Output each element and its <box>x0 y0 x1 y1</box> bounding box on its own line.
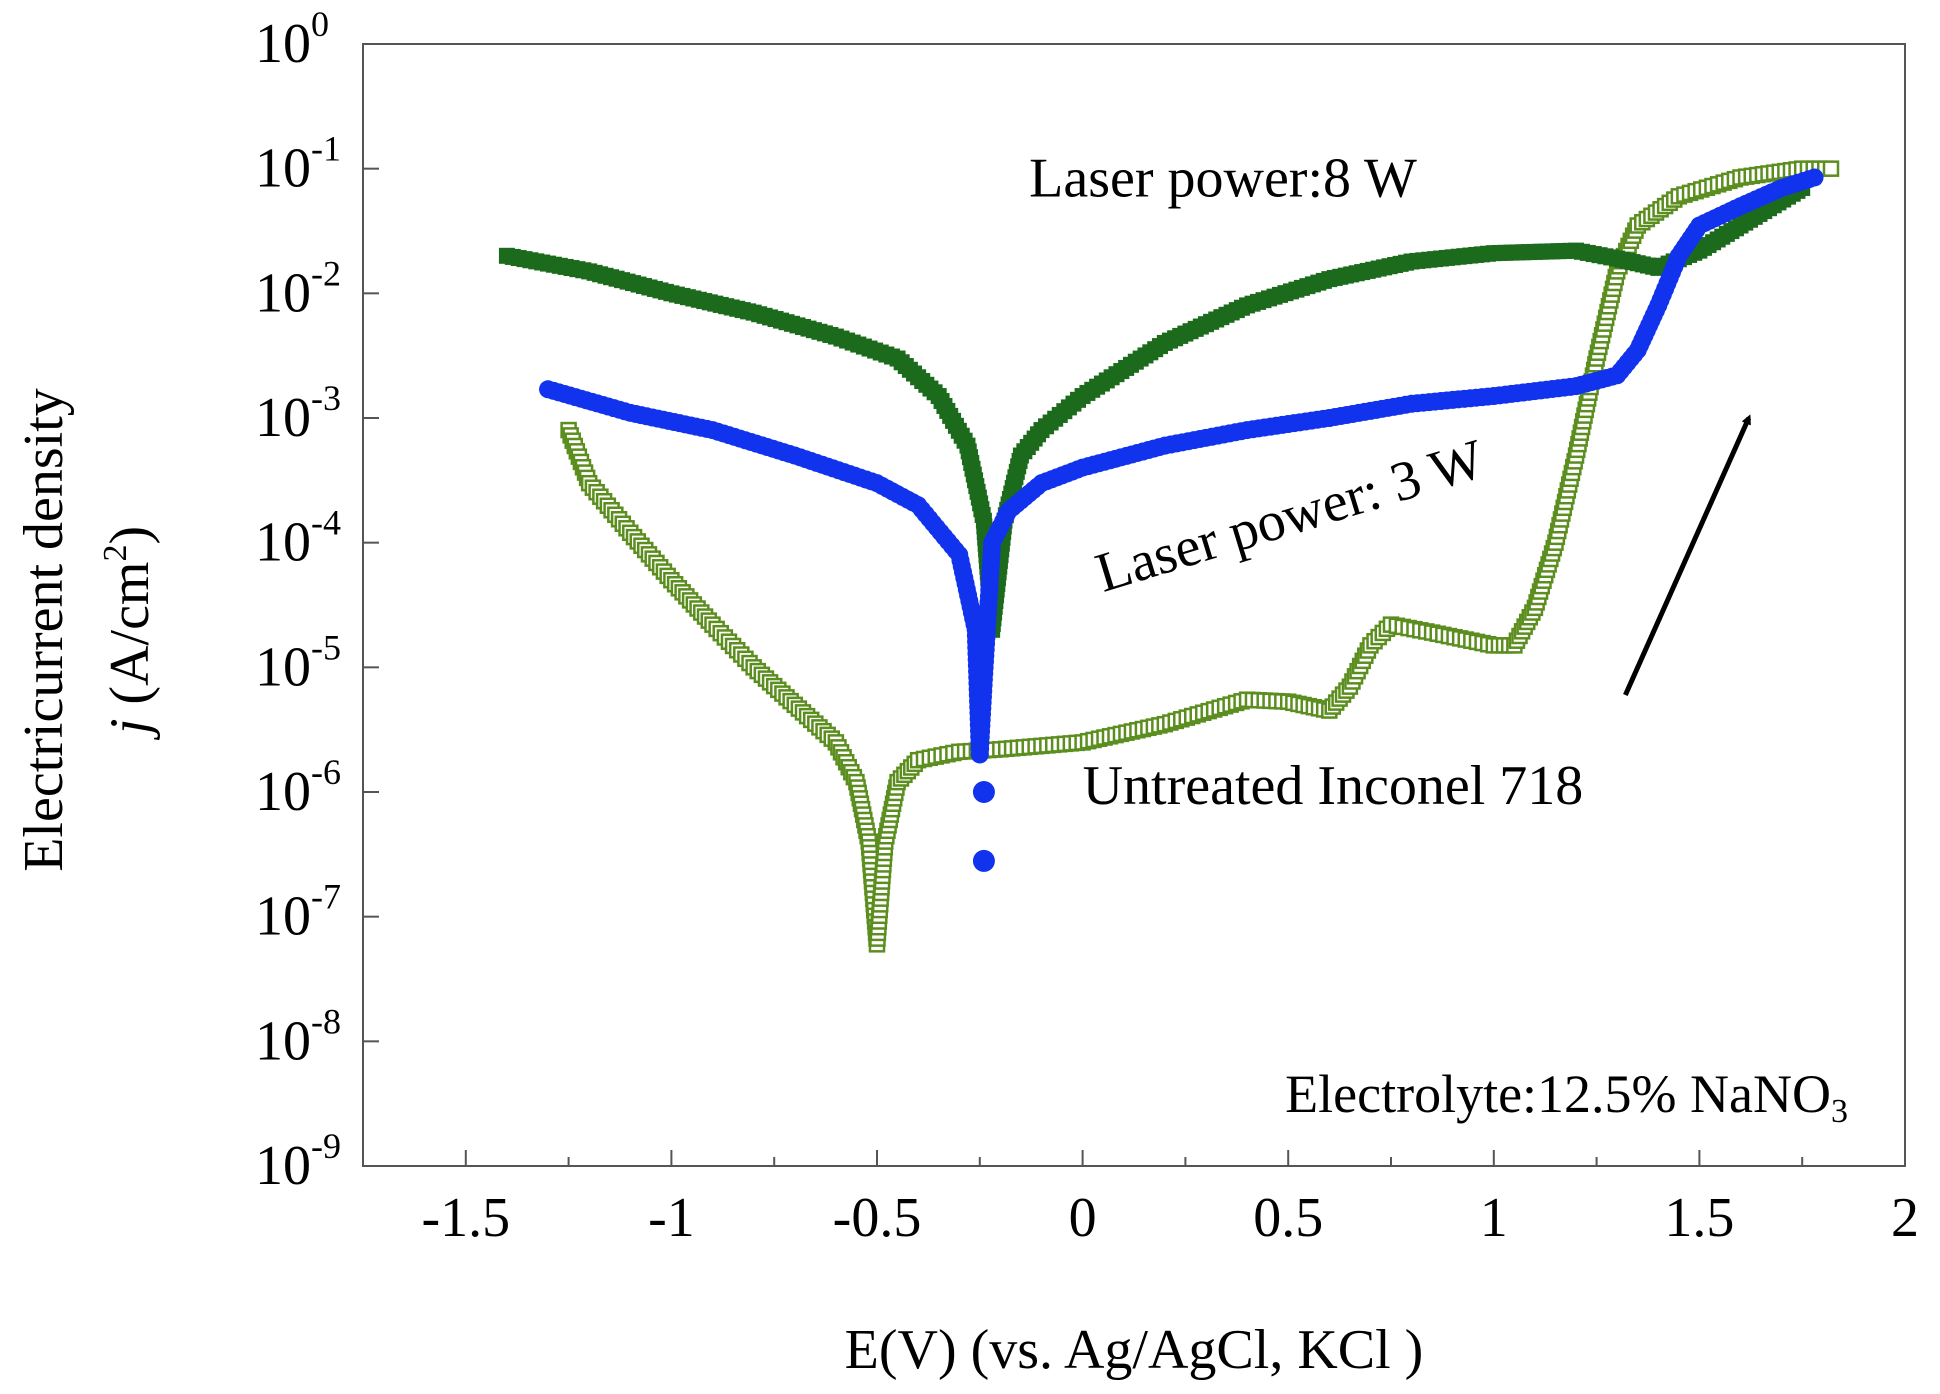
annotation-ann-untreated: Untreated Inconel 718 <box>1083 755 1584 817</box>
y-tick-base: 10 <box>255 13 311 75</box>
y-tick-label: 10-2 <box>255 253 341 324</box>
y-axis-label: Electricurrent density <box>13 388 75 872</box>
data-point <box>1822 160 1840 177</box>
data-point <box>1805 168 1824 187</box>
y-tick-exponent: -7 <box>311 877 341 917</box>
x-tick-label: 0.5 <box>1253 1187 1323 1249</box>
y-tick-exponent: -1 <box>311 129 341 169</box>
y-tick-exponent: -2 <box>311 253 341 293</box>
y-tick-label: 100 <box>255 4 329 75</box>
y-tick-label: 10-9 <box>255 1126 341 1197</box>
y-tick-label: 10-8 <box>255 1001 341 1072</box>
outlier-point <box>972 781 995 803</box>
y-axis-unit-close: ) <box>99 526 161 545</box>
y-axis-unit-text: (A/cm <box>99 562 161 719</box>
plot-frame <box>362 43 1906 1167</box>
y-tick-base: 10 <box>255 138 311 200</box>
y-axis-unit-exponent: 2 <box>97 545 134 562</box>
x-tick-label: 1 <box>1480 1187 1508 1249</box>
x-tick-label: -0.5 <box>833 1187 922 1249</box>
y-tick-label: 10-5 <box>255 627 341 698</box>
y-tick-base: 10 <box>255 1135 311 1197</box>
y-axis-unit-symbol: j <box>99 719 161 741</box>
x-tick-label: -1 <box>648 1187 695 1249</box>
y-tick-base: 10 <box>255 512 311 574</box>
y-tick-label: 10-1 <box>255 129 341 200</box>
x-tick-label: 2 <box>1891 1187 1919 1249</box>
y-tick-exponent: -5 <box>311 627 341 667</box>
x-tick-label: 0 <box>1069 1187 1097 1249</box>
y-tick-label: 10-6 <box>255 752 341 823</box>
y-tick-label: 10-4 <box>255 503 341 574</box>
y-tick-exponent: -8 <box>311 1001 341 1041</box>
trend-arrow <box>1623 414 1752 697</box>
x-tick-label: -1.5 <box>421 1187 510 1249</box>
y-tick-base: 10 <box>255 636 311 698</box>
x-axis-ticks: -1.5 -1 -0.5 0 0.5 1 1.5 2 <box>421 1150 1919 1249</box>
y-tick-exponent: -4 <box>311 503 341 543</box>
series-layer <box>498 160 1840 953</box>
electrolyte-label: Electrolyte:12.5% NaNO3 <box>1285 1064 1848 1130</box>
y-tick-base: 10 <box>255 886 311 948</box>
y-tick-label: 10-7 <box>255 877 341 948</box>
y-tick-exponent: -9 <box>311 1126 341 1166</box>
annotation-ann-8w: Laser power:8 W <box>1029 147 1417 209</box>
y-tick-base: 10 <box>255 387 311 449</box>
electrolyte-label-text: Electrolyte:12.5% NaNO <box>1285 1064 1831 1124</box>
y-tick-base: 10 <box>255 1010 311 1072</box>
series-laser-power-3-w <box>539 168 1824 872</box>
y-tick-base: 10 <box>255 761 311 823</box>
electrolyte-label-subscript: 3 <box>1831 1093 1848 1130</box>
y-tick-exponent: -3 <box>311 378 341 418</box>
y-tick-base: 10 <box>255 262 311 324</box>
y-tick-exponent: -6 <box>311 752 341 792</box>
y-tick-exponent: 0 <box>311 4 329 44</box>
x-tick-label: 1.5 <box>1664 1187 1734 1249</box>
x-axis-label: E(V) (vs. Ag/AgCl, KCl ) <box>845 1319 1424 1381</box>
series-untreated-inconel-718 <box>560 160 1840 953</box>
y-tick-label: 10-3 <box>255 378 341 449</box>
outlier-point <box>972 849 995 872</box>
y-axis-unit-label: j (A/cm2) <box>97 526 161 740</box>
